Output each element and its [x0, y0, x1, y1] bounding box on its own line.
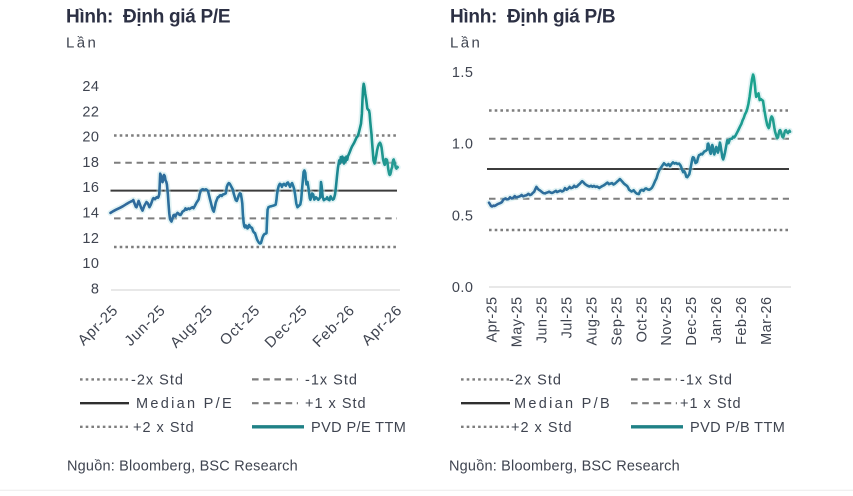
svg-text:Nguồn: Bloomberg, BSC Research: Nguồn: Bloomberg, BSC Research: [67, 459, 298, 475]
svg-text:14: 14: [82, 206, 99, 222]
svg-text:PVD P/B TTM: PVD P/B TTM: [690, 420, 785, 436]
svg-text:Jan-26: Jan-26: [709, 297, 725, 344]
svg-text:Mar-26: Mar-26: [759, 297, 775, 345]
svg-text:16: 16: [82, 180, 99, 196]
svg-text:20: 20: [82, 130, 99, 146]
svg-text:1.0: 1.0: [452, 137, 474, 153]
svg-text:+2 x Std: +2 x Std: [133, 420, 195, 436]
svg-text:Hình: Định giá P/B: Hình: Định giá P/B: [450, 6, 615, 27]
svg-text:8: 8: [91, 281, 100, 297]
svg-text:-1x Std: -1x Std: [680, 372, 733, 388]
svg-text:0.0: 0.0: [452, 280, 474, 296]
svg-text:Apr-25: Apr-25: [485, 297, 501, 343]
svg-text:+1 x Std: +1 x Std: [305, 396, 367, 412]
svg-text:PVD P/E TTM: PVD P/E TTM: [311, 420, 406, 436]
svg-text:-1x Std: -1x Std: [305, 372, 358, 388]
svg-text:1.5: 1.5: [452, 65, 474, 81]
svg-text:24: 24: [82, 79, 99, 95]
svg-text:10: 10: [82, 256, 99, 272]
svg-text:Oct-25: Oct-25: [634, 297, 650, 343]
svg-text:Feb-26: Feb-26: [734, 297, 750, 345]
svg-text:Nov-25: Nov-25: [659, 297, 675, 346]
svg-text:Median P/B: Median P/B: [514, 396, 612, 412]
svg-text:May-25: May-25: [510, 297, 526, 348]
svg-text:+1 x Std: +1 x Std: [680, 396, 742, 412]
svg-text:Jul-25: Jul-25: [560, 297, 576, 339]
svg-text:+2 x Std: +2 x Std: [511, 420, 573, 436]
svg-text:Sep-25: Sep-25: [609, 297, 625, 346]
svg-text:Aug-25: Aug-25: [584, 297, 600, 346]
svg-text:22: 22: [82, 104, 99, 120]
svg-text:12: 12: [82, 231, 99, 247]
svg-text:-2x Std: -2x Std: [509, 372, 562, 388]
svg-text:Dec-25: Dec-25: [684, 297, 700, 346]
svg-text:Jun-25: Jun-25: [535, 297, 551, 344]
svg-text:Lần: Lần: [66, 35, 98, 52]
svg-text:18: 18: [82, 155, 99, 171]
svg-text:0.5: 0.5: [452, 208, 474, 224]
svg-text:Nguồn: Bloomberg, BSC Research: Nguồn: Bloomberg, BSC Research: [449, 459, 680, 475]
svg-text:Lần: Lần: [450, 35, 482, 52]
svg-text:Hình: Định giá P/E: Hình: Định giá P/E: [66, 6, 230, 27]
svg-text:Median P/E: Median P/E: [136, 396, 234, 412]
svg-text:-2x Std: -2x Std: [131, 372, 184, 388]
